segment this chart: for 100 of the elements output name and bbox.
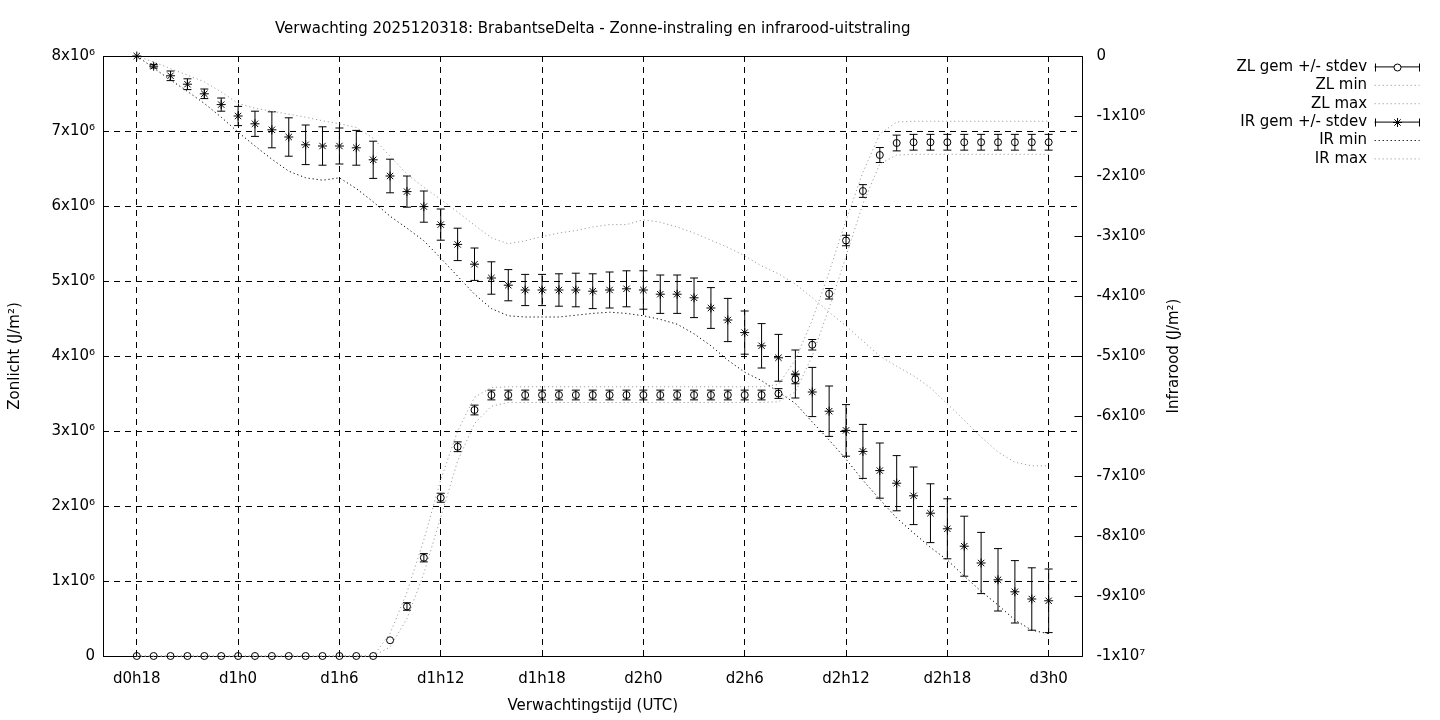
point xyxy=(587,286,598,297)
point xyxy=(756,340,767,351)
y2-tick-label: 0 xyxy=(1096,45,1106,64)
y-tick-label: 5x10⁶ xyxy=(51,270,95,289)
y-tick-label: 1x10⁶ xyxy=(51,570,95,589)
point xyxy=(655,289,666,300)
point xyxy=(352,652,361,660)
point xyxy=(925,508,936,519)
point xyxy=(386,636,395,645)
x-tick-label: d2h12 xyxy=(822,668,870,687)
y-tick-label: 8x10⁶ xyxy=(51,45,95,64)
point xyxy=(960,138,969,147)
y2-axis-title: Infrarood (J/m²) xyxy=(1164,298,1183,414)
point xyxy=(570,285,581,295)
point xyxy=(976,558,987,568)
y2-tick-label: -1x10⁷ xyxy=(1096,645,1146,664)
point xyxy=(385,171,396,181)
point xyxy=(908,490,919,501)
point xyxy=(233,111,244,121)
point xyxy=(722,315,733,325)
y2-tick-label: -6x10⁶ xyxy=(1096,405,1146,424)
y2-tick-label: -2x10⁶ xyxy=(1096,165,1146,184)
point xyxy=(368,154,379,165)
point xyxy=(705,303,716,313)
x-tick-label: d3h0 xyxy=(1029,668,1068,687)
point xyxy=(891,478,902,489)
y-axis-title: Zonlicht (J/m²) xyxy=(4,302,23,410)
point xyxy=(1009,586,1020,597)
x-axis-title: Verwachtingstijd (UTC) xyxy=(507,695,678,714)
y-tick-label: 4x10⁶ xyxy=(51,345,95,364)
point xyxy=(503,280,514,291)
x-tick-label: d2h6 xyxy=(725,668,764,687)
point xyxy=(909,138,918,147)
point xyxy=(335,652,344,660)
point xyxy=(334,141,345,151)
point xyxy=(166,652,175,660)
point xyxy=(234,652,243,660)
point xyxy=(553,285,564,295)
y-tick-label: 6x10⁶ xyxy=(51,195,95,214)
point xyxy=(1010,138,1019,147)
point xyxy=(300,139,311,150)
point xyxy=(1043,595,1054,606)
point xyxy=(401,186,412,197)
point xyxy=(857,446,868,457)
point xyxy=(317,141,328,151)
point xyxy=(452,239,463,250)
point xyxy=(942,523,953,534)
point xyxy=(537,285,548,295)
x-tick-label: d1h6 xyxy=(320,668,359,687)
point xyxy=(418,201,429,212)
point xyxy=(250,652,259,660)
legend-label: IR max xyxy=(1314,148,1368,167)
point xyxy=(994,138,1003,147)
point xyxy=(435,219,446,230)
point xyxy=(283,132,294,142)
y-tick-label: 0 xyxy=(85,645,95,664)
point xyxy=(841,425,852,436)
point xyxy=(369,652,378,660)
y2-tick-label: -9x10⁶ xyxy=(1096,585,1146,604)
legend-label: ZL max xyxy=(1311,93,1368,112)
point xyxy=(943,138,952,147)
point xyxy=(267,652,276,660)
point xyxy=(959,541,970,552)
point xyxy=(1044,138,1053,147)
legend-label: IR gem +/- stdev xyxy=(1240,111,1368,130)
point xyxy=(790,369,801,379)
x-tick-label: d1h18 xyxy=(518,668,566,687)
point xyxy=(301,652,310,660)
point xyxy=(875,151,884,159)
legend-label: ZL gem +/- stdev xyxy=(1236,56,1368,75)
y-tick-label: 7x10⁶ xyxy=(51,120,95,139)
point xyxy=(874,465,885,476)
point xyxy=(183,652,192,660)
x-tick-label: d2h0 xyxy=(624,668,663,687)
y2-tick-label: -8x10⁶ xyxy=(1096,525,1146,544)
y2-tick-label: -4x10⁶ xyxy=(1096,285,1146,304)
legend-label: ZL min xyxy=(1315,75,1368,94)
point xyxy=(993,574,1004,585)
y2-tick-label: -7x10⁶ xyxy=(1096,465,1146,484)
y-tick-label: 3x10⁶ xyxy=(51,420,95,439)
point xyxy=(1026,594,1037,604)
point xyxy=(807,387,818,397)
point xyxy=(892,139,901,147)
point xyxy=(520,285,531,295)
point xyxy=(1027,138,1036,147)
point xyxy=(739,327,750,338)
point xyxy=(132,652,141,660)
point xyxy=(604,285,615,295)
x-tick-label: d0h18 xyxy=(112,668,161,687)
chart-title: Verwachting 2025120318: BrabantseDelta - Zonne-instraling en infrarood-uitstraling xyxy=(274,19,911,37)
point xyxy=(926,138,935,147)
point xyxy=(351,142,362,153)
point xyxy=(486,273,497,283)
point xyxy=(266,124,277,135)
x-tick-label: d2h18 xyxy=(923,668,972,687)
y2-tick-label: -3x10⁶ xyxy=(1096,225,1146,244)
point xyxy=(824,406,835,417)
point xyxy=(217,652,226,660)
x-tick-label: d1h12 xyxy=(416,668,465,687)
point xyxy=(672,289,683,300)
